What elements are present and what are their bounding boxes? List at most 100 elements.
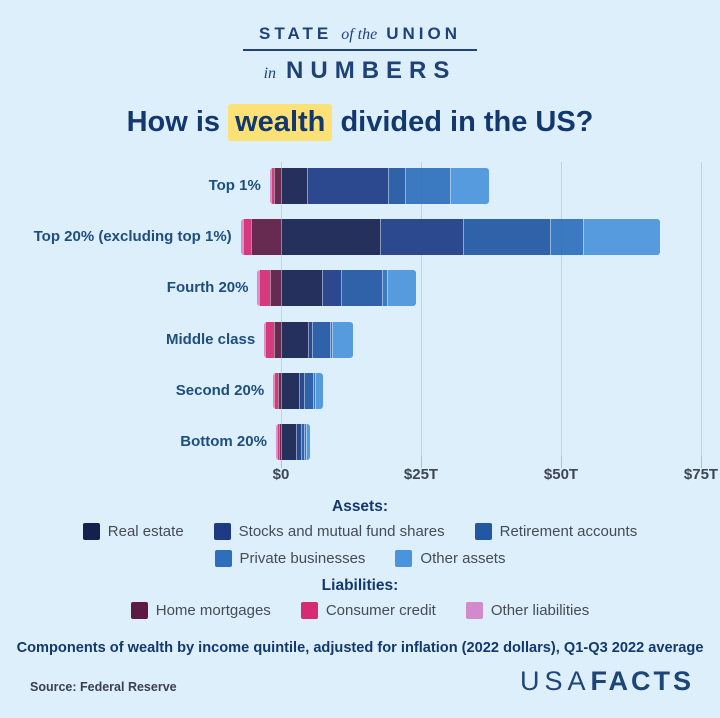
category-label-bottom-20-: Bottom 20% [180, 433, 267, 450]
legend-liabilities-heading: Liabilities: [321, 577, 399, 594]
segment-other-assets [449, 168, 490, 204]
chart-legend: Assets: Real estate Stocks and mutual fun… [0, 496, 720, 629]
segment-real-estate [280, 219, 381, 256]
legend-swatch-icon [82, 523, 100, 540]
logo-numbers-text: NUMBERS [286, 57, 457, 84]
segment-real-estate [280, 270, 323, 307]
segment-retirement-accounts [304, 372, 313, 409]
usafacts-logo-facts: FACTS [590, 666, 694, 696]
axis-label-25: $25T [403, 466, 439, 483]
logo-in-text: in [263, 65, 277, 82]
segment-private-businesses [312, 372, 315, 409]
segment-other-liabilities [275, 424, 277, 460]
bar-fourth-20- [257, 270, 416, 307]
legend-item-label: Consumer credit [325, 602, 436, 619]
segment-other-assets [387, 270, 416, 307]
category-label-middle-class: Middle class [166, 330, 256, 348]
bar-middle-class [264, 321, 354, 358]
segment-other-assets [305, 424, 311, 460]
segment-consumer-credit [265, 321, 275, 358]
segment-other-assets [332, 321, 354, 358]
axis-tick-25 [421, 456, 422, 468]
segment-consumer-credit [273, 372, 278, 409]
state-of-the-union-logo: STATE of the UNION in NUMBERS [0, 24, 720, 85]
bar-top-20-excluding-top-1- [240, 219, 661, 256]
bar-second-20- [273, 372, 323, 409]
legend-assets-row-2: Private businesses Other assets [0, 550, 720, 567]
gridline-50 [561, 162, 562, 464]
segment-home-mortgages [250, 219, 281, 256]
segment-consumer-credit [243, 219, 251, 256]
chart-title-highlight: wealth [228, 104, 333, 141]
legend-item-label: Real estate [107, 523, 184, 540]
usafacts-logo: USAFACTS [520, 666, 694, 697]
logo-line2: in NUMBERS [0, 57, 720, 85]
legend-item-label: Other liabilities [490, 602, 590, 619]
axis-label-75: $75T [683, 466, 719, 483]
category-label-fourth-20-: Fourth 20% [166, 279, 249, 297]
chart-title-post: divided in the US? [340, 106, 594, 138]
legend-item-private-businesses: Private businesses [214, 550, 366, 567]
segment-other-assets [314, 372, 323, 409]
legend-item-home-mortgages: Home mortgages [130, 602, 271, 619]
legend-item-real-estate: Real estate [82, 523, 184, 540]
legend-item-label: Stocks and mutual fund shares [238, 523, 445, 540]
segment-other-liabilities [257, 270, 260, 307]
legend-swatch-icon [395, 550, 413, 567]
segment-consumer-credit [271, 168, 275, 204]
segment-real-estate [280, 321, 308, 358]
segment-retirement-accounts [311, 321, 331, 358]
bar-bottom-20- [275, 424, 311, 460]
usafacts-logo-usa: USA [519, 666, 591, 696]
logo-line1: STATE of the UNION [0, 24, 720, 44]
category-label-second-20-: Second 20% [175, 381, 265, 399]
axis-label-0: $0 [272, 466, 290, 483]
segment-stocks-and-mutual-fund-shares [306, 168, 389, 204]
segment-real-estate [280, 424, 297, 460]
segment-other-liabilities [264, 321, 266, 358]
legend-item-label: Other assets [420, 550, 506, 567]
legend-liabilities-row: Home mortgages Consumer credit Other liabi… [0, 602, 720, 619]
segment-stocks-and-mutual-fund-shares [296, 424, 302, 460]
legend-item-label: Retirement accounts [499, 523, 638, 540]
segment-home-mortgages [274, 168, 281, 204]
segment-stocks-and-mutual-fund-shares [307, 321, 312, 358]
gridline-25 [421, 162, 422, 464]
segment-retirement-accounts [388, 168, 405, 204]
segment-retirement-accounts [462, 219, 550, 256]
segment-consumer-credit [276, 424, 280, 460]
legend-swatch-icon [130, 602, 148, 619]
segment-home-mortgages [269, 270, 281, 307]
segment-retirement-accounts [340, 270, 383, 307]
segment-stocks-and-mutual-fund-shares [299, 372, 305, 409]
legend-swatch-icon [214, 550, 232, 567]
segment-home-mortgages [279, 424, 281, 460]
segment-stocks-and-mutual-fund-shares [380, 219, 463, 256]
chart-title-pre: How is [126, 106, 221, 138]
logo-ofthe-text: of the [341, 26, 378, 43]
category-label-top-1-: Top 1% [208, 177, 261, 194]
axis-tick-0 [281, 456, 282, 468]
legend-swatch-icon [474, 523, 492, 540]
segment-stocks-and-mutual-fund-shares [322, 270, 341, 307]
axis-tick-50 [561, 456, 562, 468]
legend-item-label: Home mortgages [155, 602, 271, 619]
legend-item-label: Private businesses [239, 550, 366, 567]
axis-tick-75 [701, 456, 702, 468]
segment-other-liabilities [273, 372, 274, 409]
source-text: Source: Federal Reserve [30, 680, 177, 694]
logo-state-text: STATE [259, 24, 333, 43]
segment-real-estate [280, 168, 307, 204]
bar-top-1- [269, 168, 490, 204]
legend-swatch-icon [300, 602, 318, 619]
segment-real-estate [280, 372, 300, 409]
logo-union-text: UNION [386, 24, 461, 43]
segment-private-businesses [304, 424, 306, 460]
gridline-75 [701, 162, 702, 464]
segment-other-liabilities [240, 219, 244, 256]
category-label-top-20-excluding-top-1-: Top 20% (excluding top 1%) [33, 228, 232, 246]
legend-item-stocks-and-mutual-fund-shares: Stocks and mutual fund shares [213, 523, 445, 540]
segment-home-mortgages [277, 372, 281, 409]
legend-assets-row-1: Real estate Stocks and mutual fund shares… [0, 523, 720, 540]
chart-footnote: Components of wealth by income quintile,… [16, 640, 704, 656]
